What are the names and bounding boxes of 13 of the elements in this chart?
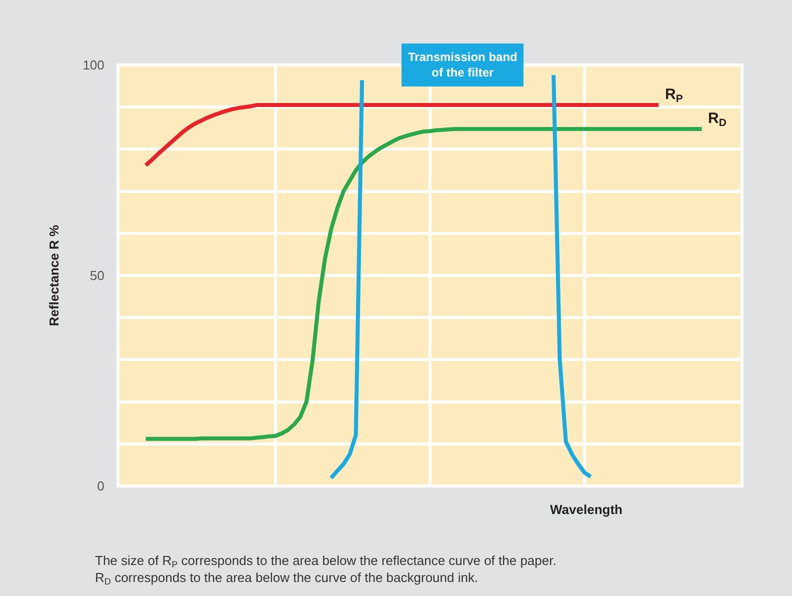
series-label: R$_{D}$ xyxy=(708,110,727,130)
line-series xyxy=(144,126,704,441)
y-tick-label: 100 xyxy=(82,58,104,73)
annotation: Transmission band of the filter xyxy=(408,50,518,80)
y-axis-title: Reflectance R % xyxy=(46,224,62,326)
series-label: R$_{P}$ xyxy=(665,86,683,106)
y-tick-label: 50 xyxy=(90,268,104,284)
line-series xyxy=(552,73,593,479)
x-axis-title: Wavelength xyxy=(550,502,623,517)
line-series xyxy=(329,78,364,480)
text: The size of R$_{P}$ corresponds to the area below the reflectance curve of the paper. R$_{D}$ corresponds to the area below the curve of the background ink. xyxy=(95,553,556,587)
y-tick-label: 0 xyxy=(97,478,104,494)
line-series xyxy=(144,103,661,168)
